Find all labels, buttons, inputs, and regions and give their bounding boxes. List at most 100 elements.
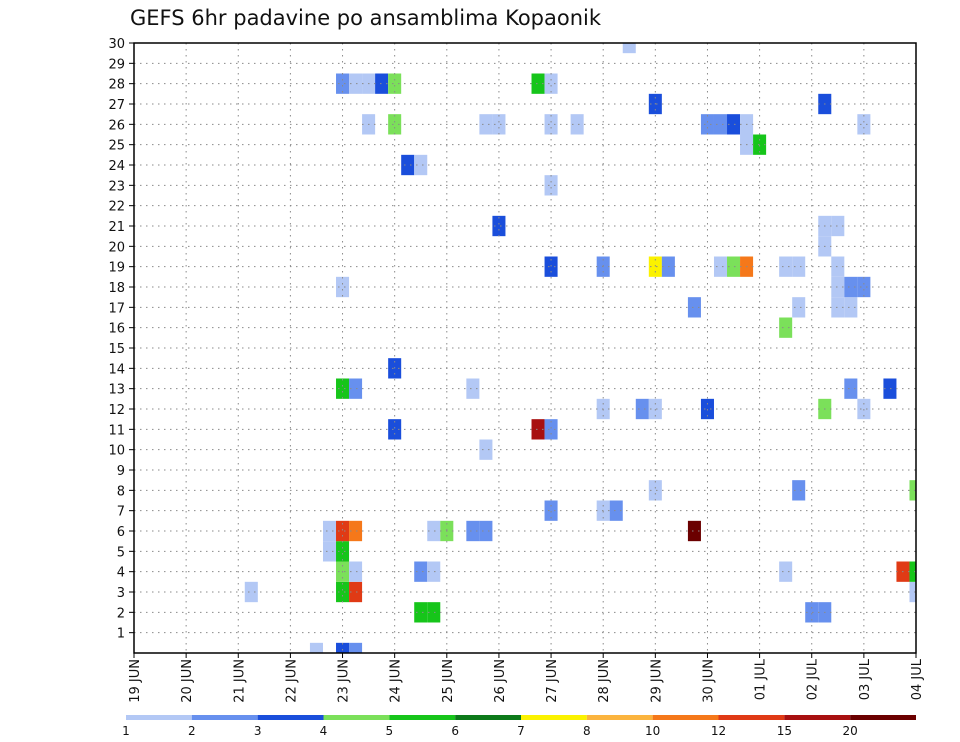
heatmap-cell	[909, 581, 916, 603]
heatmap-cell	[857, 276, 871, 298]
heatmap-cell	[713, 114, 728, 135]
heatmap-cell	[388, 114, 402, 135]
legend-label: 6	[451, 724, 459, 738]
heatmap-cell	[622, 43, 636, 54]
heatmap-cell	[414, 561, 428, 582]
legend-swatch	[191, 715, 258, 720]
legend-swatch	[850, 715, 916, 720]
y-tick-label: 20	[108, 240, 125, 255]
heatmap-cell	[427, 602, 441, 623]
y-tick-label: 8	[117, 484, 125, 499]
heatmap-cell	[336, 73, 350, 94]
x-tick-label: 26 JUN	[493, 659, 508, 703]
heatmap-cell	[792, 297, 806, 318]
legend-label: 15	[777, 724, 792, 738]
heatmap-cell	[349, 642, 363, 653]
heatmap-cell	[388, 73, 402, 94]
heatmap-cell	[544, 500, 558, 521]
heatmap-cell	[336, 378, 350, 399]
y-tick-label: 26	[108, 118, 125, 133]
heatmap-cell	[309, 642, 323, 653]
legend-label: 5	[386, 724, 394, 738]
heatmap-cell	[844, 378, 858, 399]
y-axis: 1234567891011121314151617181920212223242…	[108, 37, 134, 642]
legend-swatch	[652, 715, 719, 720]
heatmap-cell	[349, 378, 363, 399]
legend-swatch	[455, 715, 521, 720]
x-tick-label: 25 JUN	[441, 659, 456, 703]
legend-swatch	[323, 715, 390, 720]
heatmap-cell	[349, 581, 363, 603]
heatmap-cell	[388, 419, 402, 440]
y-tick-label: 3	[117, 586, 125, 601]
y-tick-label: 18	[108, 281, 125, 296]
heatmap-cell	[792, 256, 806, 277]
y-tick-label: 4	[117, 566, 125, 581]
x-tick-label: 27 JUN	[545, 659, 560, 703]
y-tick-label: 6	[117, 525, 125, 540]
heatmap-cell	[414, 602, 428, 623]
heatmap-cell	[244, 581, 258, 603]
y-tick-label: 1	[117, 627, 125, 642]
heatmap-cell	[375, 73, 389, 94]
x-tick-label: 23 JUN	[337, 659, 352, 703]
y-tick-label: 13	[108, 383, 125, 398]
y-tick-label: 7	[117, 505, 125, 520]
heatmap-cell	[687, 297, 701, 318]
heatmap-cell	[700, 114, 714, 135]
y-tick-label: 30	[108, 37, 125, 52]
heatmap-cell	[857, 114, 871, 135]
x-tick-label: 21 JUN	[232, 659, 247, 703]
heatmap-cell	[713, 256, 728, 277]
heatmap-cell	[349, 520, 363, 542]
heatmap-cell	[336, 541, 350, 562]
heatmap-cell	[544, 114, 558, 135]
heatmap-cell	[648, 256, 662, 277]
x-tick-label: 22 JUN	[284, 659, 299, 703]
x-tick-label: 19 JUN	[128, 659, 143, 703]
y-tick-label: 22	[108, 200, 125, 215]
legend-swatch	[718, 715, 785, 720]
heatmap-cell	[805, 602, 819, 623]
heatmap-cell	[831, 215, 845, 237]
heatmap-cell	[492, 114, 506, 135]
x-tick-label: 03 JUL	[858, 658, 873, 700]
heatmap-cell	[727, 256, 741, 277]
x-axis: 19 JUN 20 JUN 21 JUN 22 JUN 23 JUN 24 JUN 25 J…	[128, 653, 925, 703]
heatmap-cell	[349, 561, 363, 582]
heatmap-cell	[909, 561, 916, 582]
y-tick-label: 5	[117, 545, 125, 560]
heatmap-cell	[414, 154, 428, 176]
heatmap-cell	[727, 114, 741, 135]
heatmap-cell	[466, 520, 480, 542]
heatmap-cell	[609, 500, 623, 521]
heatmap-cell	[544, 175, 558, 196]
heatmap-cell	[349, 73, 363, 94]
x-tick-label: 29 JUN	[649, 659, 664, 703]
y-tick-label: 21	[108, 220, 125, 235]
heatmap-cell	[479, 520, 493, 542]
legend-label: 20	[843, 724, 858, 738]
grid-layer	[133, 42, 917, 653]
heatmap-cell	[687, 520, 701, 542]
cells-layer	[244, 43, 916, 653]
legend-swatch	[521, 715, 587, 720]
heatmap-cell	[492, 215, 506, 237]
y-tick-label: 2	[117, 606, 125, 621]
heatmap-cell	[336, 276, 350, 298]
heatmap-cell	[831, 276, 845, 298]
legend-label: 4	[320, 724, 328, 738]
legend-swatch	[784, 715, 851, 720]
y-tick-label: 19	[108, 261, 125, 276]
heatmap-cell	[544, 419, 558, 440]
y-tick-label: 29	[108, 57, 125, 72]
y-tick-label: 23	[108, 179, 125, 194]
heatmap-cell	[322, 520, 337, 542]
legend-label: 3	[254, 724, 262, 738]
legend-swatch	[126, 715, 192, 720]
x-tick-label: 24 JUN	[389, 659, 404, 703]
y-tick-label: 9	[117, 464, 125, 479]
y-tick-label: 25	[108, 139, 125, 154]
x-tick-label: 28 JUN	[597, 659, 612, 703]
